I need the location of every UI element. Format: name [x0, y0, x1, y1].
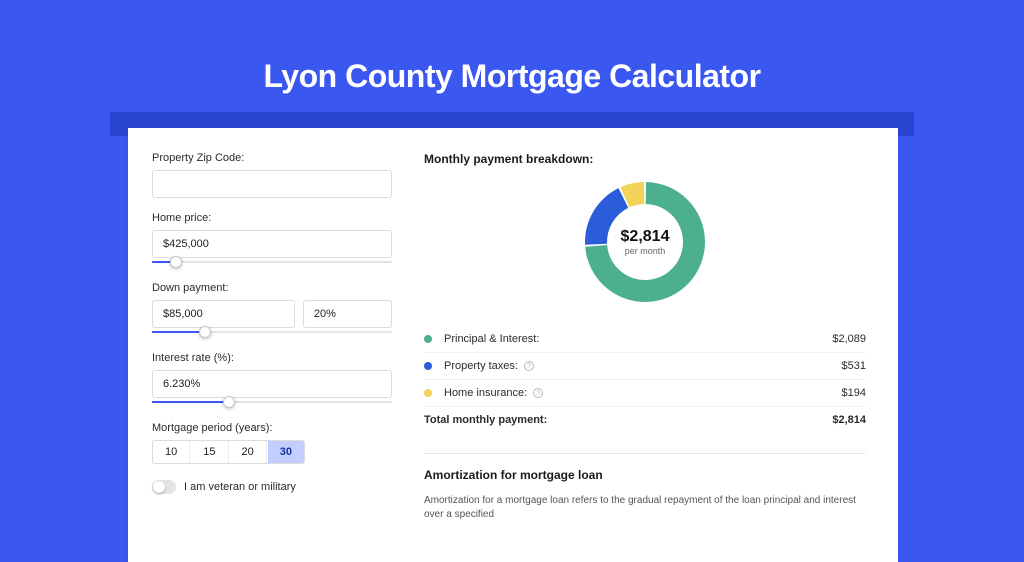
veteran-row: I am veteran or military: [152, 480, 392, 494]
breakdown-label: Property taxes:: [444, 360, 518, 372]
form-column: Property Zip Code: Home price: Down paym…: [152, 152, 392, 522]
period-button-30[interactable]: 30: [268, 441, 304, 463]
donut-sub: per month: [621, 246, 670, 256]
breakdown-row: Home insurance:? $194: [424, 380, 866, 407]
legend-dot: [424, 335, 432, 343]
donut-amount: $2,814: [621, 228, 670, 246]
breakdown-title: Monthly payment breakdown:: [424, 152, 866, 166]
period-button-15[interactable]: 15: [191, 441, 228, 463]
breakdown-column: Monthly payment breakdown: $2,814 per mo…: [424, 152, 866, 522]
info-icon[interactable]: ?: [533, 388, 543, 398]
veteran-label: I am veteran or military: [184, 481, 296, 493]
breakdown-value: $531: [842, 360, 866, 372]
period-button-20[interactable]: 20: [230, 441, 267, 463]
calculator-card: Property Zip Code: Home price: Down paym…: [128, 128, 898, 562]
info-icon[interactable]: ?: [524, 361, 534, 371]
breakdown-label: Principal & Interest:: [444, 333, 539, 345]
breakdown-row: Principal & Interest: $2,089: [424, 326, 866, 353]
total-value: $2,814: [832, 414, 866, 426]
down-amount-input[interactable]: [152, 300, 295, 328]
zip-field: Property Zip Code:: [152, 152, 392, 198]
price-input[interactable]: [152, 230, 392, 258]
period-label: Mortgage period (years):: [152, 422, 392, 434]
down-percent-input[interactable]: [303, 300, 392, 328]
legend-dot: [424, 389, 432, 397]
price-field: Home price:: [152, 212, 392, 268]
page-title: Lyon County Mortgage Calculator: [0, 58, 1024, 95]
breakdown-total-row: Total monthly payment:$2,814: [424, 407, 866, 433]
breakdown-value: $2,089: [832, 333, 866, 345]
down-label: Down payment:: [152, 282, 392, 294]
period-button-row: 10152030: [152, 440, 305, 464]
price-label: Home price:: [152, 212, 392, 224]
rate-input[interactable]: [152, 370, 392, 398]
breakdown-label: Home insurance:: [444, 387, 527, 399]
page-header: Lyon County Mortgage Calculator: [0, 0, 1024, 95]
zip-label: Property Zip Code:: [152, 152, 392, 164]
breakdown-value: $194: [842, 387, 866, 399]
rate-field: Interest rate (%):: [152, 352, 392, 408]
total-label: Total monthly payment:: [424, 414, 832, 426]
price-slider[interactable]: [152, 256, 392, 268]
donut-chart: $2,814 per month: [581, 178, 709, 306]
period-button-10[interactable]: 10: [153, 441, 190, 463]
rate-slider[interactable]: [152, 396, 392, 408]
period-field: Mortgage period (years): 10152030: [152, 422, 392, 464]
down-slider[interactable]: [152, 326, 392, 338]
breakdown-row: Property taxes:? $531: [424, 353, 866, 380]
donut-wrap: $2,814 per month: [424, 178, 866, 306]
down-field: Down payment:: [152, 282, 392, 338]
amort-title: Amortization for mortgage loan: [424, 468, 866, 482]
zip-input[interactable]: [152, 170, 392, 198]
veteran-toggle[interactable]: [152, 480, 176, 494]
legend-dot: [424, 362, 432, 370]
amort-text: Amortization for a mortgage loan refers …: [424, 494, 866, 522]
rate-label: Interest rate (%):: [152, 352, 392, 364]
breakdown-rows: Principal & Interest: $2,089 Property taxe…: [424, 326, 866, 433]
